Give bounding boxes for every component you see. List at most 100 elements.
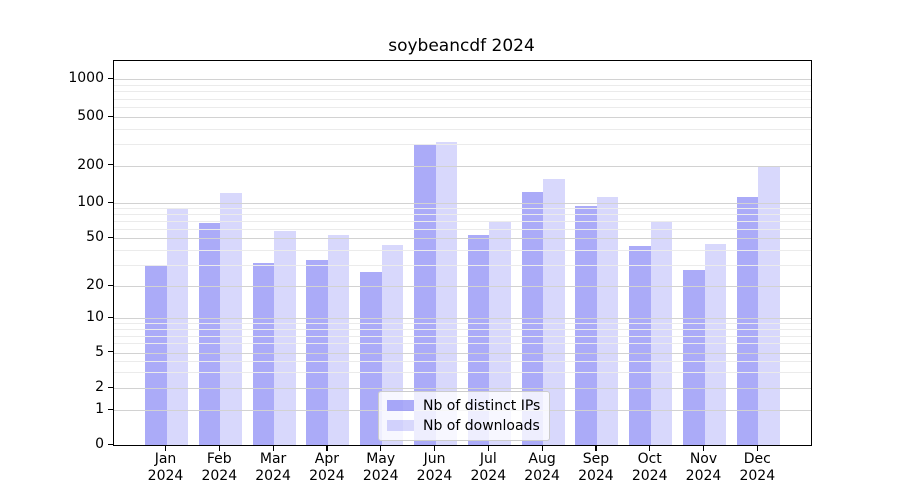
- x-tick-label-oct: Oct 2024: [631, 451, 668, 484]
- y-tick-label: 10: [86, 309, 104, 325]
- major-gridline: [114, 318, 811, 319]
- major-gridline: [114, 117, 811, 118]
- x-tick-mark: [272, 446, 274, 451]
- x-tick-mark: [380, 446, 382, 451]
- bar-distinct-ips-sep: [575, 206, 597, 445]
- minor-gridline: [114, 91, 811, 93]
- y-tick-mark: [108, 236, 113, 238]
- y-tick-label: 50: [86, 229, 104, 245]
- y-tick-label: 1: [95, 401, 104, 417]
- bar-distinct-ips-feb: [198, 223, 221, 445]
- x-tick-label-jun: Jun 2024: [416, 451, 453, 484]
- x-tick-label-apr: Apr 2024: [309, 451, 345, 484]
- legend-entry-downloads: Nb of downloads: [387, 417, 540, 434]
- y-tick-label: 20: [86, 277, 104, 293]
- bar-downloads-mar: [274, 230, 296, 445]
- bar-downloads-apr: [327, 235, 350, 445]
- x-tick-mark: [649, 446, 651, 451]
- minor-gridline: [114, 323, 811, 325]
- minor-gridline: [114, 343, 811, 345]
- y-tick-mark: [108, 164, 113, 166]
- bar-downloads-aug: [543, 179, 565, 445]
- y-tick-mark: [108, 201, 113, 203]
- major-gridline: [114, 203, 811, 204]
- y-tick-mark: [108, 284, 113, 286]
- minor-gridline: [114, 221, 811, 222]
- y-tick-label: 2: [95, 379, 104, 395]
- y-tick-label: 500: [77, 108, 104, 124]
- x-tick-label-may: May 2024: [362, 451, 399, 484]
- legend-swatch-downloads: [387, 420, 414, 431]
- major-gridline: [114, 79, 811, 80]
- bar-downloads-dec: [758, 167, 780, 445]
- minor-gridline: [114, 361, 811, 363]
- y-tick-mark: [108, 115, 113, 117]
- major-gridline: [114, 238, 811, 239]
- bar-downloads-jun: [435, 141, 457, 445]
- x-tick-label-feb: Feb 2024: [201, 451, 238, 484]
- x-tick-mark: [703, 446, 705, 451]
- minor-gridline: [114, 329, 811, 331]
- y-tick-label: 0: [95, 436, 104, 452]
- y-tick-mark: [108, 351, 113, 353]
- bar-downloads-feb: [220, 193, 242, 445]
- y-tick-label: 1000: [68, 70, 104, 86]
- x-tick-label-mar: Mar 2024: [255, 451, 291, 484]
- y-tick-label: 5: [95, 343, 104, 360]
- x-tick-mark: [326, 446, 328, 451]
- x-tick-mark: [165, 446, 167, 451]
- legend-label-distinct-ips: Nb of distinct IPs: [423, 397, 541, 414]
- minor-gridline: [114, 228, 811, 230]
- minor-gridline: [114, 264, 811, 266]
- chart-title: soybeancdf 2024: [388, 36, 535, 56]
- minor-gridline: [114, 214, 811, 216]
- minor-gridline: [114, 107, 811, 108]
- major-gridline: [114, 286, 811, 287]
- x-tick-label-dec: Dec 2024: [739, 451, 776, 484]
- legend: Nb of distinct IPs Nb of downloads: [378, 391, 551, 441]
- y-tick-mark: [108, 408, 113, 410]
- x-tick-label-jan: Jan 2024: [147, 451, 184, 484]
- bar-distinct-ips-apr: [306, 259, 328, 445]
- bar-distinct-ips-may: [360, 272, 382, 445]
- bar-downloads-sep: [596, 196, 619, 445]
- bar-distinct-ips-jan: [145, 264, 167, 445]
- legend-swatch-distinct-ips: [387, 400, 414, 411]
- legend-label-downloads: Nb of downloads: [423, 417, 540, 434]
- minor-gridline: [114, 84, 811, 86]
- y-tick-mark: [108, 77, 113, 79]
- x-tick-label-aug: Aug 2024: [524, 451, 560, 484]
- bar-distinct-ips-dec: [736, 196, 759, 445]
- minor-gridline: [114, 208, 811, 210]
- minor-gridline: [114, 249, 811, 251]
- x-tick-mark: [541, 446, 543, 451]
- bar-distinct-ips-mar: [252, 263, 275, 445]
- y-tick-mark: [108, 316, 113, 318]
- y-tick-label: 100: [77, 194, 104, 210]
- legend-entry-distinct-ips: Nb of distinct IPs: [387, 397, 540, 414]
- major-gridline: [114, 165, 811, 167]
- major-gridline: [114, 352, 811, 354]
- minor-gridline: [114, 98, 811, 100]
- x-tick-label-nov: Nov 2024: [685, 451, 722, 484]
- minor-gridline: [114, 372, 811, 374]
- minor-gridline: [114, 335, 811, 337]
- y-tick-mark: [108, 386, 113, 388]
- x-tick-label-sep: Sep 2024: [578, 451, 614, 484]
- y-tick-label: 200: [77, 156, 104, 173]
- minor-gridline: [114, 144, 811, 146]
- y-tick-mark: [108, 443, 113, 445]
- minor-gridline: [114, 128, 811, 130]
- bar-distinct-ips-oct: [629, 245, 651, 445]
- x-tick-label-jul: Jul 2024: [470, 451, 507, 484]
- major-gridline: [114, 388, 811, 389]
- x-tick-mark: [595, 446, 597, 451]
- x-tick-mark: [218, 446, 221, 451]
- x-tick-mark: [756, 446, 759, 451]
- bar-downloads-oct: [650, 221, 673, 445]
- bar-downloads-jan: [166, 208, 188, 445]
- x-tick-mark: [434, 446, 436, 451]
- plot-area: Nb of distinct IPs Nb of downloads: [113, 60, 812, 446]
- bar-downloads-jul: [489, 221, 511, 445]
